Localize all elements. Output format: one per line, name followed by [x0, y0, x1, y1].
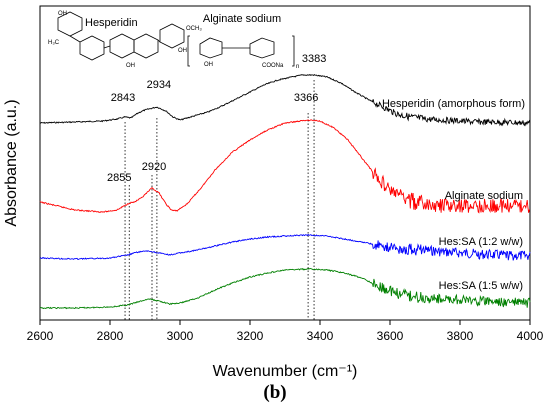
series-label-hes-sa-1-5: Hes:SA (1:5 w/w): [439, 280, 523, 292]
x-tick-label-3800: 3800: [447, 329, 474, 343]
series-line-2: [39, 119, 531, 214]
group-label-n: n: [296, 64, 299, 70]
x-tick-label-2600: 2600: [27, 329, 54, 343]
series-line-4: [39, 267, 531, 310]
group-label-oh-2: OH: [58, 11, 67, 17]
group-label-oh-3: OH: [126, 63, 135, 69]
x-tick-label-3600: 3600: [377, 329, 404, 343]
x-axis-ticks: 2600 2800 3000 3200 3400 3600 3800 4000: [27, 320, 544, 343]
group-label-och3: OCH₃: [186, 26, 202, 32]
plot-frame: [39, 5, 531, 321]
figure-caption: (b): [263, 382, 287, 403]
group-label-h3c: H₃C: [48, 40, 60, 46]
peak-label-2920: 2920: [142, 161, 166, 173]
series-line-3: [39, 233, 531, 261]
x-tick-label-3200: 3200: [237, 329, 264, 343]
ftir-chart: 2600 2800 3000 3200 3400 3600 3800 4000 2843 29…: [3, 5, 544, 380]
group-label-coona: COONa: [262, 63, 284, 69]
y-axis-title: Absorbance (a.u.): [3, 99, 20, 226]
x-tick-label-2800: 2800: [97, 329, 124, 343]
series-label-alginate: Alginate sodium: [445, 190, 523, 202]
alginate-structure: Alginate sodium OH COONa n: [187, 13, 299, 70]
series-line-1: [39, 73, 531, 127]
peak-label-2934: 2934: [147, 79, 171, 91]
group-label-oh-1: OH: [178, 48, 187, 54]
hesperidin-label: Hesperidin: [85, 17, 138, 29]
reference-lines: [124, 80, 315, 320]
x-tick-label-3400: 3400: [307, 329, 334, 343]
series-lines: [39, 73, 531, 310]
series-label-hesperidin: Hesperidin (amorphous form): [382, 98, 525, 110]
group-label-oh-4: OH: [204, 62, 213, 68]
x-tick-label-4000: 4000: [517, 329, 544, 343]
peak-label-3366: 3366: [294, 92, 318, 104]
hesperidin-structure: Hesperidin OCH₃ OH H₃C OH OH: [48, 11, 202, 69]
x-axis-title: Wavenumber (cm⁻¹): [213, 363, 358, 380]
peak-label-2843: 2843: [111, 92, 135, 104]
x-tick-label-3000: 3000: [167, 329, 194, 343]
alginate-label: Alginate sodium: [203, 13, 281, 25]
peak-label-3383: 3383: [302, 53, 326, 65]
peak-label-2855: 2855: [107, 172, 131, 184]
series-label-hes-sa-1-2: Hes:SA (1:2 w/w): [439, 236, 523, 248]
